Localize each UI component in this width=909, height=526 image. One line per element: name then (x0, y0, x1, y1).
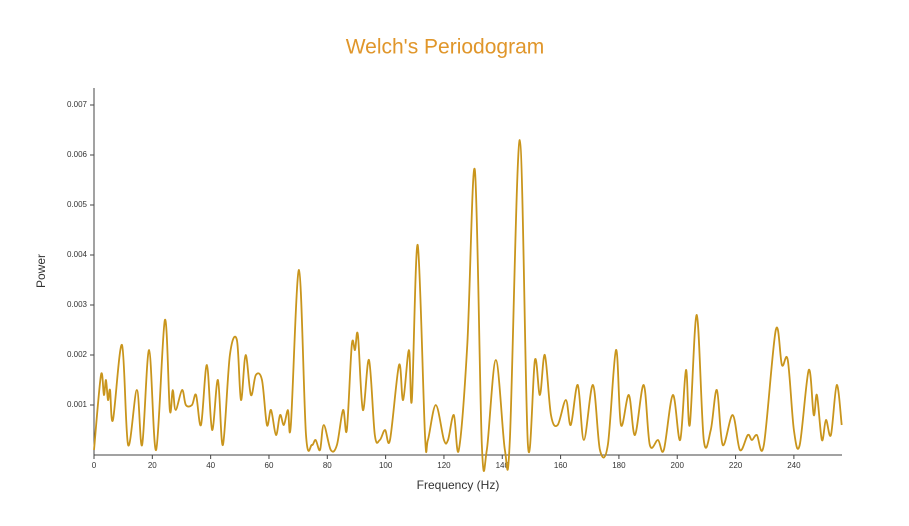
x-tick-label: 60 (265, 461, 274, 470)
x-tick-label: 240 (787, 461, 801, 470)
x-tick-label: 220 (729, 461, 743, 470)
x-axis-label: Frequency (Hz) (417, 478, 500, 492)
y-tick-label: 0.007 (67, 100, 88, 109)
x-tick-label: 160 (554, 461, 568, 470)
x-tick-label: 200 (671, 461, 685, 470)
power-line (93, 139, 843, 472)
y-tick-label: 0.004 (67, 250, 88, 259)
y-tick-label: 0.001 (67, 400, 88, 409)
chart-title: Welch's Periodogram (346, 36, 545, 59)
x-tick-label: 80 (323, 461, 332, 470)
x-tick-label: 40 (206, 461, 215, 470)
x-tick-label: 20 (148, 461, 157, 470)
y-axis-label: Power (34, 254, 48, 288)
y-tick-label: 0.003 (67, 300, 88, 309)
y-tick-label: 0.005 (67, 200, 88, 209)
y-tick-label: 0.002 (67, 350, 88, 359)
x-tick-label: 120 (437, 461, 451, 470)
x-tick-label: 100 (379, 461, 393, 470)
x-tick-label: 0 (92, 461, 97, 470)
x-tick-label: 180 (612, 461, 626, 470)
y-tick-label: 0.006 (67, 150, 88, 159)
x-tick-label: 140 (496, 461, 510, 470)
